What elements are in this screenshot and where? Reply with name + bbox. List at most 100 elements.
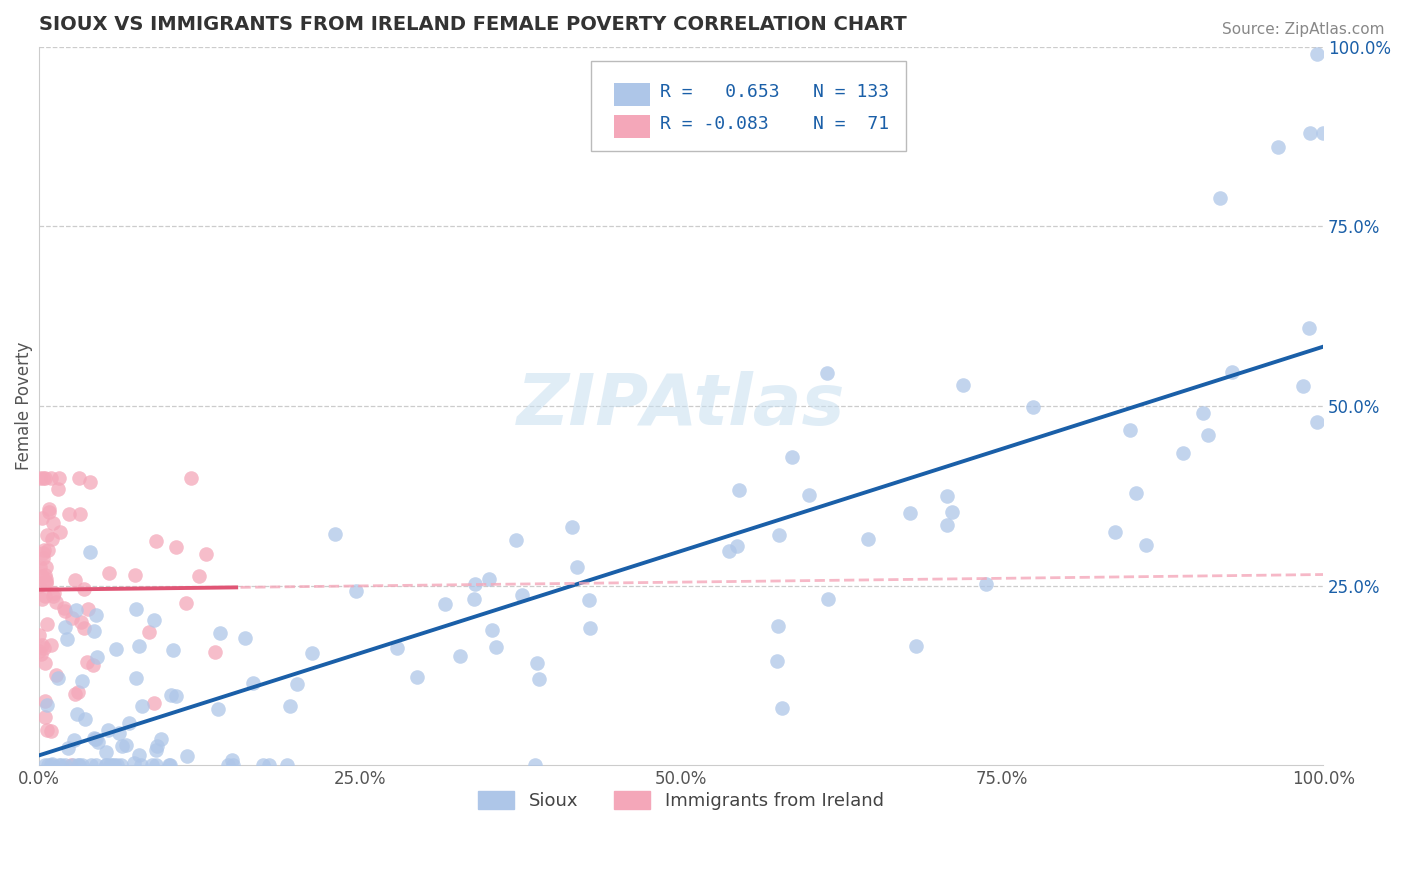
Point <box>39 758 62 772</box>
Point <box>111 739 134 754</box>
Text: Source: ZipAtlas.com: Source: ZipAtlas.com <box>1222 22 1385 37</box>
Point <box>97 723 120 737</box>
Point <box>60 611 83 625</box>
Point <box>898 506 921 520</box>
Point <box>69 507 91 521</box>
Point <box>96 758 118 772</box>
Point <box>157 758 180 772</box>
Point <box>1267 140 1289 154</box>
Point <box>84 731 107 746</box>
Point <box>48 758 70 772</box>
Point <box>34 758 56 772</box>
Point <box>65 602 87 616</box>
Point <box>194 547 217 561</box>
Point <box>578 621 600 635</box>
Point <box>125 602 148 616</box>
Point <box>1298 320 1320 334</box>
Point <box>79 544 101 558</box>
Point <box>103 758 125 772</box>
Point <box>204 645 226 659</box>
Point <box>768 527 790 541</box>
Point <box>766 654 789 668</box>
Point <box>63 733 86 747</box>
Point <box>39 723 62 738</box>
Point <box>35 575 58 590</box>
Point <box>129 758 152 772</box>
Point <box>84 607 107 622</box>
Point <box>527 672 550 686</box>
Point <box>165 540 187 554</box>
Point <box>94 758 117 772</box>
Point <box>66 684 89 698</box>
Point <box>128 639 150 653</box>
Point <box>905 639 928 653</box>
Point <box>578 592 600 607</box>
Point <box>34 589 56 603</box>
Point <box>83 624 105 638</box>
Point <box>176 748 198 763</box>
Point <box>143 613 166 627</box>
Point <box>31 569 53 583</box>
Point <box>815 366 838 380</box>
Point <box>86 732 108 747</box>
Point <box>31 638 53 652</box>
Point <box>188 568 211 582</box>
Text: R =   0.653: R = 0.653 <box>661 83 780 101</box>
Point <box>180 471 202 485</box>
Point <box>39 471 62 485</box>
Point <box>58 507 80 521</box>
Point <box>53 758 76 772</box>
Point <box>70 758 93 772</box>
Point <box>105 758 128 772</box>
Point <box>38 501 60 516</box>
Point <box>301 646 323 660</box>
Point <box>30 560 52 574</box>
Point <box>42 589 65 603</box>
Point <box>66 758 89 772</box>
Point <box>87 734 110 748</box>
Point <box>207 702 229 716</box>
Point <box>122 756 145 770</box>
Point <box>561 520 583 534</box>
Point <box>70 673 93 688</box>
Point <box>1305 46 1327 61</box>
Point <box>56 741 79 756</box>
Point <box>257 758 280 772</box>
Point <box>385 640 408 655</box>
Point <box>780 450 803 464</box>
Point <box>449 648 471 663</box>
Point <box>728 483 751 497</box>
Point <box>485 640 508 654</box>
Point <box>46 482 69 496</box>
Text: ZIPAtlas: ZIPAtlas <box>516 371 845 441</box>
Point <box>45 595 67 609</box>
Point <box>124 671 146 685</box>
Point <box>1197 428 1219 442</box>
Point <box>94 745 117 759</box>
Point <box>34 471 56 485</box>
Point <box>725 539 748 553</box>
Point <box>278 699 301 714</box>
Point <box>1104 525 1126 540</box>
Point <box>105 642 128 657</box>
Point <box>1125 486 1147 500</box>
Point <box>32 543 55 558</box>
Point <box>941 505 963 519</box>
Point <box>34 567 56 582</box>
Point <box>37 698 59 712</box>
Point <box>936 489 959 503</box>
Point <box>41 756 63 771</box>
Point <box>160 689 183 703</box>
Point <box>165 689 187 703</box>
Point <box>159 758 181 772</box>
Point <box>41 532 63 546</box>
Point <box>797 487 820 501</box>
Point <box>242 675 264 690</box>
Point <box>34 572 56 586</box>
Point <box>505 533 527 547</box>
Point <box>406 670 429 684</box>
Point <box>221 753 243 767</box>
Point <box>70 615 93 629</box>
Point <box>59 758 82 772</box>
Point <box>35 617 58 632</box>
